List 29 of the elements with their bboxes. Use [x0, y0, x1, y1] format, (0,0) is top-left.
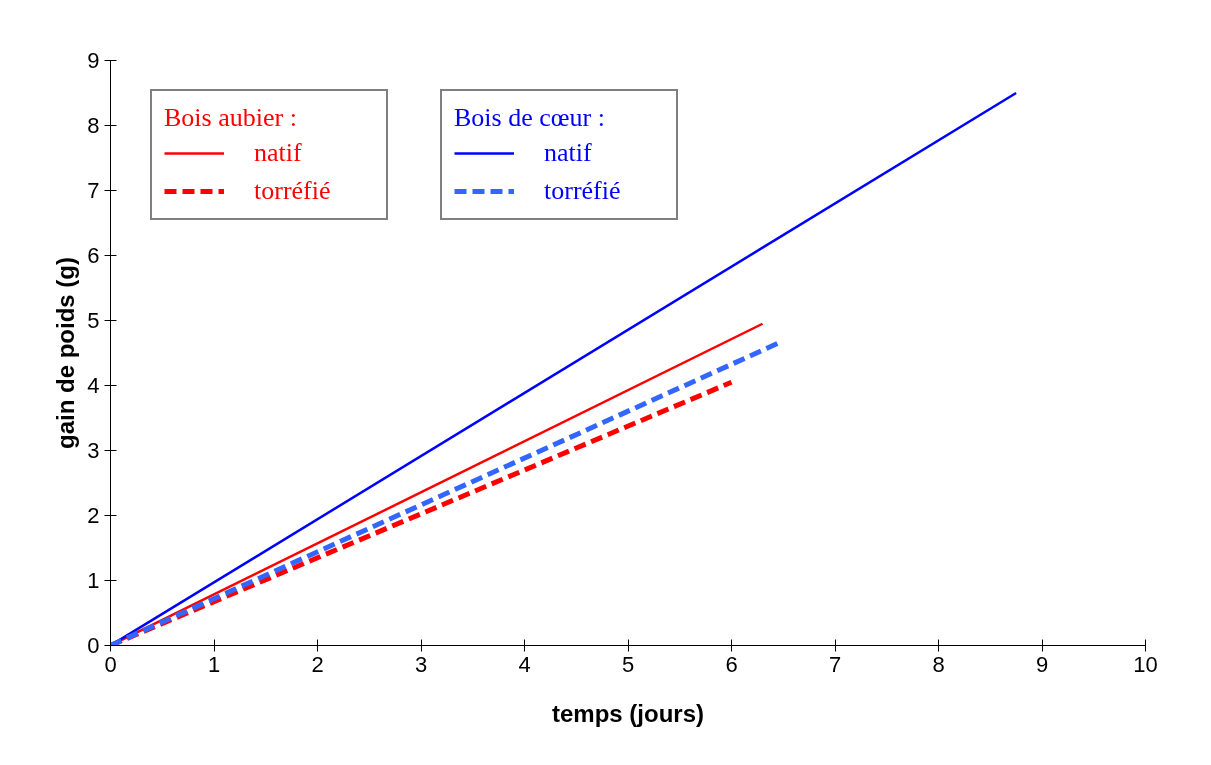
legend-label: natif — [544, 138, 593, 168]
y-tick-label: 7 — [87, 178, 100, 203]
y-tick-label: 2 — [87, 503, 100, 528]
y-tick-label: 5 — [87, 308, 100, 333]
legend-label: torréfié — [254, 176, 332, 206]
x-tick-label: 3 — [414, 651, 428, 677]
x-tick-label: 6 — [725, 651, 738, 677]
legend-label: natif — [254, 138, 303, 168]
x-tick-label: 8 — [932, 651, 945, 677]
legend-label: torréfié — [544, 176, 622, 206]
annotation: Bois aubier : — [164, 103, 298, 133]
annotation: Bois de cœur : — [454, 103, 606, 133]
y-tick-label: 4 — [87, 373, 100, 398]
y-tick-label: 6 — [87, 243, 100, 268]
x-tick-label: 0 — [104, 651, 117, 677]
x-axis-title: temps (jours) — [551, 699, 705, 727]
y-axis-title: gain de poids (g) — [52, 256, 80, 449]
y-tick-label: 8 — [87, 113, 100, 138]
x-tick-label: 4 — [518, 651, 531, 677]
x-tick-label: 5 — [621, 651, 635, 677]
x-tick-label: 9 — [1035, 651, 1049, 677]
x-tick-label: 1 — [207, 651, 221, 677]
x-tick-label: 2 — [311, 651, 324, 677]
x-tick-label: 10 — [1133, 651, 1158, 677]
y-tick-label: 3 — [87, 438, 100, 463]
y-tick-label: 0 — [87, 633, 100, 658]
y-tick-label: 9 — [87, 48, 100, 73]
x-tick-label: 7 — [828, 651, 842, 677]
y-tick-label: 1 — [87, 568, 100, 593]
